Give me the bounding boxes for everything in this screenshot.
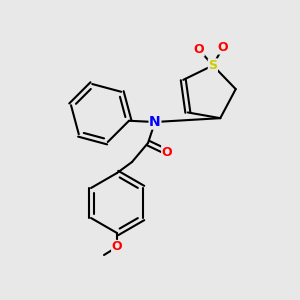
- Text: O: O: [218, 41, 228, 54]
- Text: O: O: [112, 241, 122, 254]
- Text: O: O: [194, 43, 204, 56]
- Text: O: O: [162, 146, 172, 158]
- Text: S: S: [208, 59, 217, 72]
- Text: N: N: [149, 115, 161, 129]
